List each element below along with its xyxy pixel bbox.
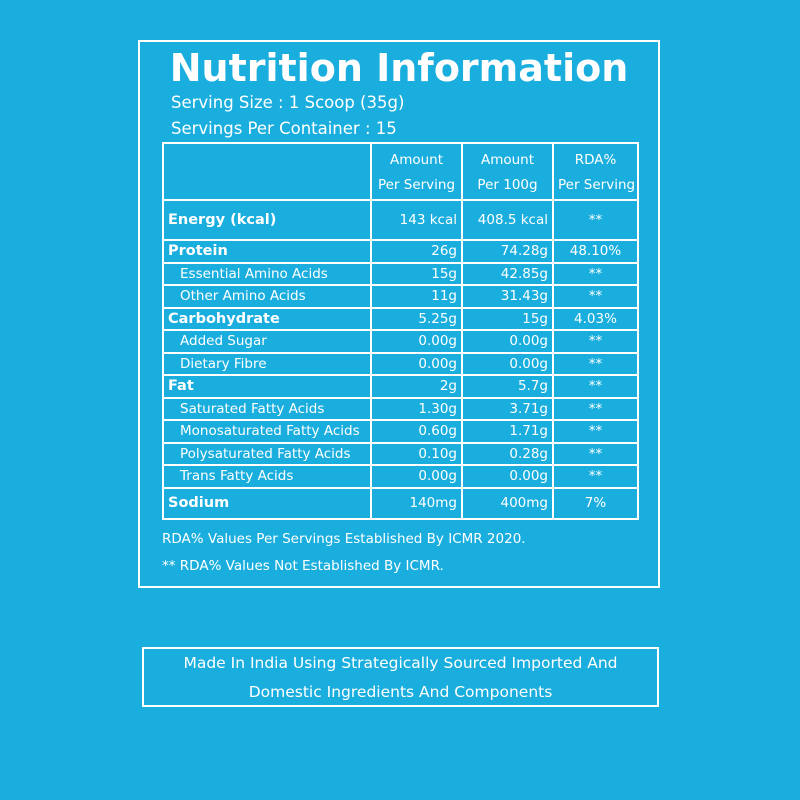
per-100g-value: 31.43g [461,284,554,309]
rda-value: 7% [552,486,639,520]
row-name: Dietary Fibre [162,351,372,376]
per-serving-value: 143 kcal [370,199,463,241]
per-serving-value: 140mg [370,486,463,520]
header-per-serving: Amount Per Serving [370,142,463,201]
serving-size: Serving Size : 1 Scoop (35g) [171,93,405,112]
per-serving-value: 0.00g [370,464,463,489]
made-in-line-1: Made In India Using Strategically Source… [183,654,618,672]
table-row: Protein 26g 74.28g 48.10% [162,239,639,264]
row-name: Saturated Fatty Acids [162,396,372,421]
per-100g-value: 42.85g [461,261,554,286]
table-row: Dietary Fibre 0.00g 0.00g ** [162,351,639,376]
per-serving-value: 2g [370,374,463,399]
header-rda: RDA% Per Serving [552,142,639,201]
row-name: Added Sugar [162,329,372,354]
per-serving-value: 0.00g [370,329,463,354]
rda-value: ** [552,199,639,241]
per-100g-value: 74.28g [461,239,554,264]
row-name: Fat [162,374,372,399]
row-name: Carbohydrate [162,306,372,331]
per-100g-value: 0.00g [461,464,554,489]
rda-note: RDA% Values Per Servings Established By … [162,531,526,547]
table-row: Trans Fatty Acids 0.00g 0.00g ** [162,464,639,489]
table-row: Polysaturated Fatty Acids 0.10g 0.28g ** [162,441,639,466]
rda-value: 4.03% [552,306,639,331]
per-100g-value: 15g [461,306,554,331]
rda-value: ** [552,329,639,354]
rda-value: ** [552,284,639,309]
table-row: Added Sugar 0.00g 0.00g ** [162,329,639,354]
rda-value: ** [552,419,639,444]
table-row: Monosaturated Fatty Acids 0.60g 1.71g ** [162,419,639,444]
per-100g-value: 3.71g [461,396,554,421]
row-name: Energy (kcal) [162,199,372,241]
rda-value: ** [552,396,639,421]
header-blank [162,142,372,201]
nutrition-table: Amount Per Serving Amount Per 100g RDA% … [162,142,639,520]
rda-value: ** [552,261,639,286]
row-name: Sodium [162,486,372,520]
table-row: Other Amino Acids 11g 31.43g ** [162,284,639,309]
table-row: Saturated Fatty Acids 1.30g 3.71g ** [162,396,639,421]
row-name: Essential Amino Acids [162,261,372,286]
per-100g-value: 5.7g [461,374,554,399]
row-name: Other Amino Acids [162,284,372,309]
rda-value: 48.10% [552,239,639,264]
nutrition-panel: Nutrition Information Serving Size : 1 S… [138,40,660,588]
per-serving-value: 15g [370,261,463,286]
per-serving-value: 11g [370,284,463,309]
per-serving-value: 26g [370,239,463,264]
table-row: Fat 2g 5.7g ** [162,374,639,399]
header-per-100g: Amount Per 100g [461,142,554,201]
table-row: Sodium 140mg 400mg 7% [162,486,639,520]
made-in-india-box: Made In India Using Strategically Source… [142,647,659,707]
made-in-line-2: Domestic Ingredients And Components [248,683,553,701]
row-name: Protein [162,239,372,264]
per-serving-value: 1.30g [370,396,463,421]
rda-value: ** [552,351,639,376]
per-100g-value: 0.28g [461,441,554,466]
per-100g-value: 408.5 kcal [461,199,554,241]
table-row: Essential Amino Acids 15g 42.85g ** [162,261,639,286]
table-row: Energy (kcal) 143 kcal 408.5 kcal ** [162,199,639,241]
row-name: Polysaturated Fatty Acids [162,441,372,466]
per-serving-value: 0.00g [370,351,463,376]
rda-value: ** [552,374,639,399]
per-100g-value: 400mg [461,486,554,520]
row-name: Monosaturated Fatty Acids [162,419,372,444]
rda-value: ** [552,464,639,489]
table-row: Carbohydrate 5.25g 15g 4.03% [162,306,639,331]
per-100g-value: 0.00g [461,329,554,354]
per-100g-value: 1.71g [461,419,554,444]
table-header-row: Amount Per Serving Amount Per 100g RDA% … [162,142,639,201]
row-name: Trans Fatty Acids [162,464,372,489]
per-serving-value: 5.25g [370,306,463,331]
per-serving-value: 0.60g [370,419,463,444]
per-100g-value: 0.00g [461,351,554,376]
servings-per-container: Servings Per Container : 15 [171,119,397,138]
per-serving-value: 0.10g [370,441,463,466]
page-title: Nutrition Information [169,46,629,90]
not-established-note: ** RDA% Values Not Established By ICMR. [162,558,444,574]
rda-value: ** [552,441,639,466]
